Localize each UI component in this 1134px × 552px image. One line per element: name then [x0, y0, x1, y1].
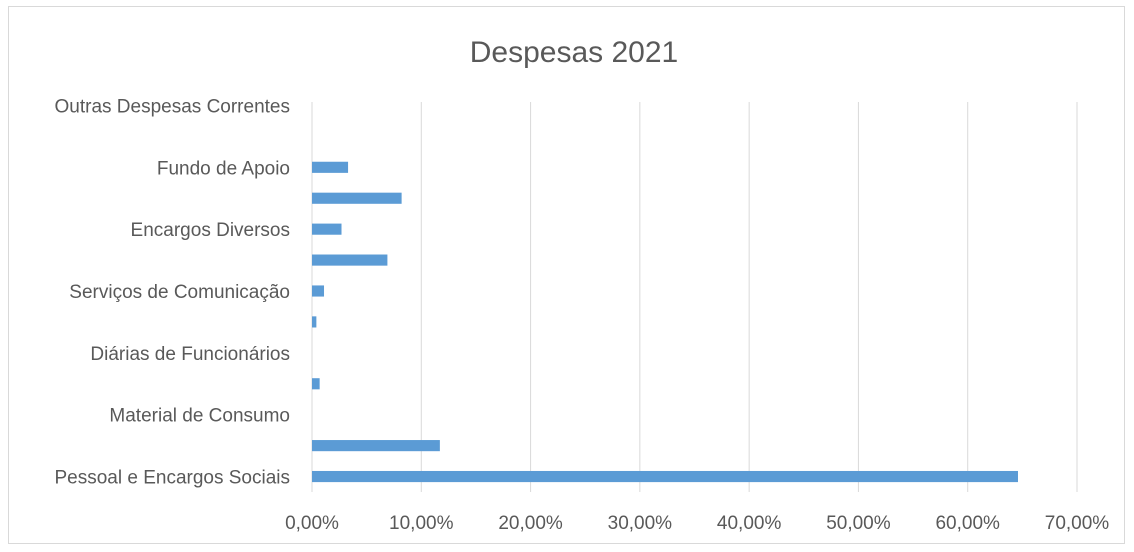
bar-1 — [312, 440, 440, 452]
bar-10 — [312, 161, 349, 173]
x-tick-label-3: 30,00% — [608, 513, 673, 534]
bars — [312, 161, 1018, 483]
category-labels: Pessoal e Encargos Sociais Material de Co… — [54, 96, 290, 488]
category-label-4: Diárias de Funcionários — [90, 344, 290, 365]
chart-frame — [8, 6, 1125, 544]
category-label-0: Pessoal e Encargos Sociais — [54, 468, 290, 489]
bar-0 — [312, 470, 1018, 483]
category-label-6: Serviços de Comunicação — [69, 282, 290, 303]
x-tick-label-2: 20,00% — [498, 513, 563, 534]
bar-6 — [312, 285, 325, 297]
chart-title: Despesas 2021 — [470, 36, 678, 69]
bar-3 — [312, 378, 320, 390]
bar-9 — [312, 192, 402, 204]
category-label-2: Material de Consumo — [109, 406, 290, 427]
category-label-10: Fundo de Apoio — [157, 158, 290, 179]
bar-5 — [312, 316, 317, 328]
x-tick-label-6: 60,00% — [935, 513, 1000, 534]
category-label-12: Outras Despesas Correntes — [55, 96, 291, 117]
gridlines — [311, 102, 1078, 492]
x-tick-labels: 0,00% 10,00% 20,00% 30,00% 40,00% 50,00% 60,00… — [285, 513, 1109, 534]
category-label-8: Encargos Diversos — [131, 220, 290, 241]
x-tick-label-4: 40,00% — [717, 513, 782, 534]
x-tick-label-5: 50,00% — [826, 513, 891, 534]
x-tick-label-0: 0,00% — [285, 513, 339, 534]
x-tick-label-1: 10,00% — [389, 513, 454, 534]
x-tick-label-7: 70,00% — [1045, 513, 1110, 534]
bar-8 — [312, 223, 342, 235]
bar-7 — [312, 254, 388, 266]
